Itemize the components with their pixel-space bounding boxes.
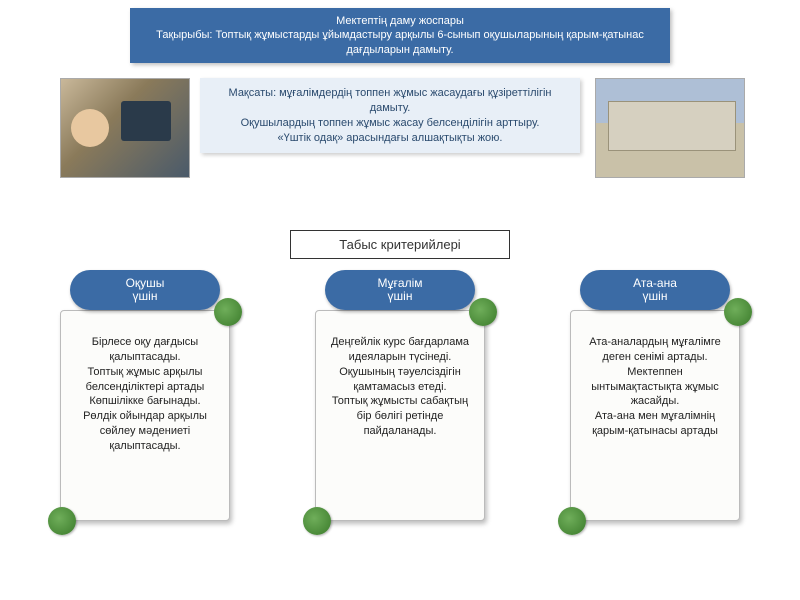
goal-box: Мақсаты: мұғалімдердің топпен жұмыс жаса… [200, 78, 580, 153]
goal-line3: «Үштік одақ» арасындағы алшақтықты жою. [210, 131, 570, 146]
scroll-curl-icon [214, 298, 242, 326]
scroll-curl-icon [469, 298, 497, 326]
scroll-curl-icon [48, 507, 76, 535]
scroll-teacher-body: Деңгейлік курс бағдарлама идеяларын түсі… [315, 310, 485, 521]
header-line1: Мектептің даму жоспары [140, 14, 660, 28]
header-line2: Тақырыбы: Топтық жұмыстарды ұйымдастыру … [140, 28, 660, 57]
goal-line1: Мақсаты: мұғалімдердің топпен жұмыс жаса… [210, 86, 570, 116]
scroll-teacher: Деңгейлік курс бағдарлама идеяларын түсі… [305, 300, 495, 535]
scroll-parent-body: Ата-аналардың мұғалімге деген сенімі арт… [570, 310, 740, 521]
criteria-label: Табыс критерийлері [290, 230, 510, 259]
scroll-parent-text: Ата-аналардың мұғалімге деген сенімі арт… [589, 336, 720, 437]
scroll-curl-icon [558, 507, 586, 535]
scroll-student: Бірлесе оқу дағдысы қалыптасады. Топтық … [50, 300, 240, 535]
scroll-teacher-text: Деңгейлік курс бағдарлама идеяларын түсі… [331, 336, 469, 437]
header-box: Мектептің даму жоспары Тақырыбы: Топтық … [130, 8, 670, 63]
pill-parent: Ата-ана үшін [580, 270, 730, 310]
teacher-photo [60, 78, 190, 178]
scroll-curl-icon [303, 507, 331, 535]
pill-teacher: Мұғалім үшін [325, 270, 475, 310]
school-photo [595, 78, 745, 178]
pill-parent-label: Ата-ана үшін [633, 277, 677, 303]
scroll-parent: Ата-аналардың мұғалімге деген сенімі арт… [560, 300, 750, 535]
pill-student-label: Оқушы үшін [126, 277, 165, 303]
pill-teacher-label: Мұғалім үшін [378, 277, 423, 303]
pill-student: Оқушы үшін [70, 270, 220, 310]
scroll-student-text: Бірлесе оқу дағдысы қалыптасады. Топтық … [83, 336, 207, 452]
goal-line2: Оқушылардың топпен жұмыс жасау белсенділ… [210, 116, 570, 131]
scroll-student-body: Бірлесе оқу дағдысы қалыптасады. Топтық … [60, 310, 230, 521]
scroll-curl-icon [724, 298, 752, 326]
